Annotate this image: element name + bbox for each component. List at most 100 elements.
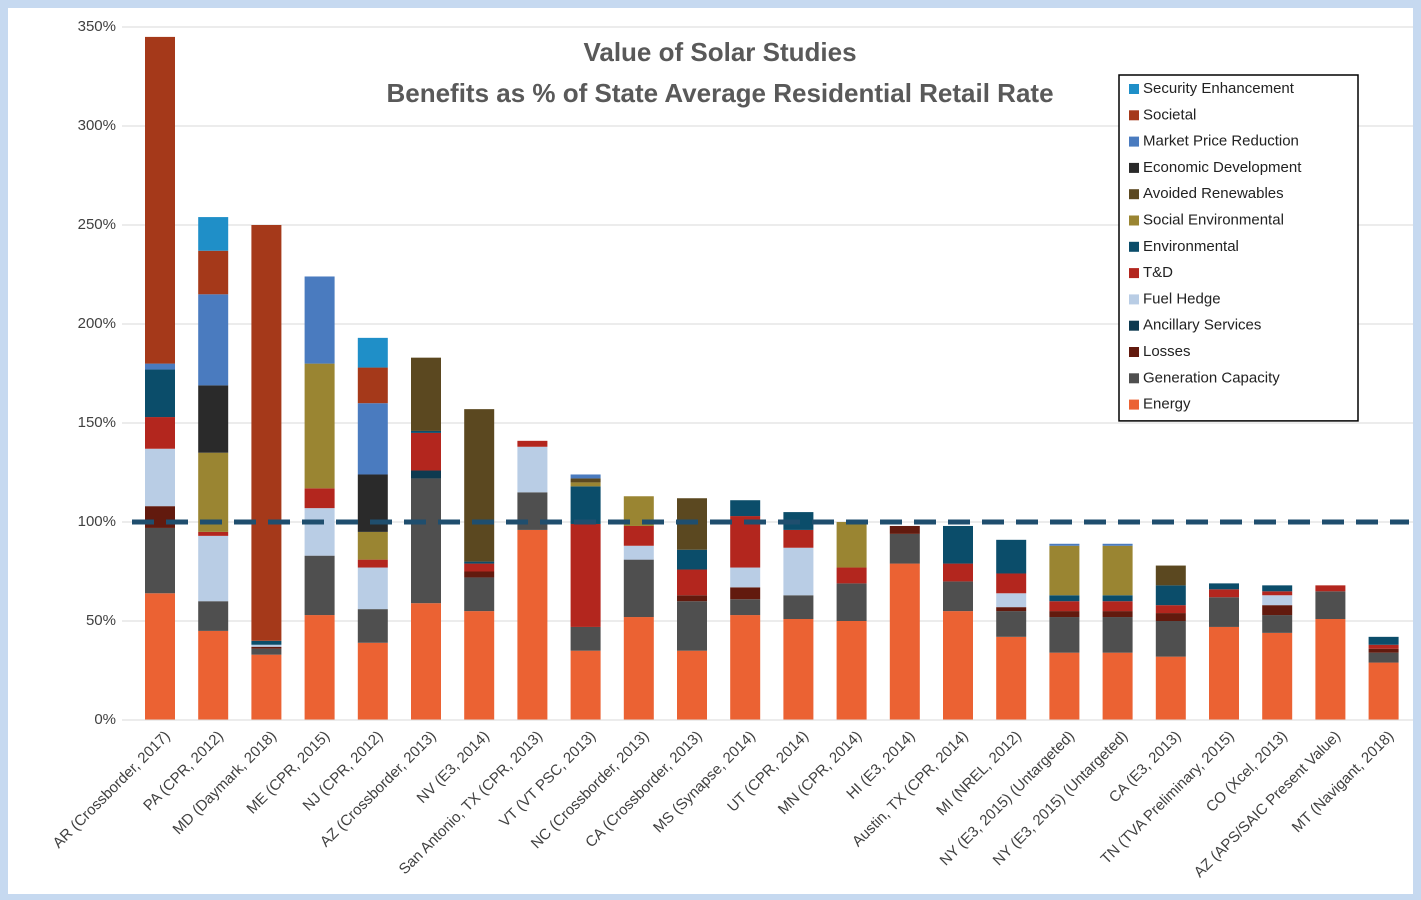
- legend-label: Energy: [1143, 396, 1191, 413]
- bar-segment: [1262, 595, 1293, 606]
- bar-segment: [570, 650, 601, 720]
- bar-segment: [145, 448, 175, 507]
- bar-segment: [411, 357, 441, 431]
- legend-label: Societal: [1143, 106, 1196, 123]
- bar-segment: [570, 626, 601, 651]
- bar-segment: [357, 559, 388, 568]
- bar-segment: [730, 599, 761, 616]
- bar-segment: [464, 577, 495, 612]
- bar-segment: [996, 611, 1027, 637]
- bar-segment: [996, 636, 1027, 720]
- bar-segment: [1262, 591, 1293, 596]
- bar-segment: [677, 549, 707, 570]
- bar-segment: [357, 403, 388, 475]
- bar-segment: [730, 500, 761, 517]
- bar-segment: [570, 474, 601, 479]
- bar-segment: [357, 642, 388, 720]
- bar-segment: [889, 533, 920, 564]
- bar-segment: [464, 611, 495, 720]
- bar-segment: [1209, 626, 1239, 720]
- bar-segment: [1262, 585, 1293, 592]
- bar-segment: [570, 478, 601, 483]
- bar-segment: [943, 525, 973, 564]
- bar-segment: [1049, 617, 1080, 653]
- bar-segment: [251, 640, 282, 645]
- legend-label: Economic Development: [1143, 159, 1302, 176]
- bar-segment: [836, 621, 867, 720]
- bar-segment: [1049, 611, 1080, 618]
- bar-segment: [1155, 605, 1186, 614]
- legend-swatch: [1129, 320, 1139, 331]
- bar-segment: [251, 654, 282, 720]
- bar-segment: [145, 36, 175, 364]
- bar-segment: [198, 385, 229, 453]
- bar-segment: [517, 446, 548, 493]
- bar-segment: [1209, 597, 1239, 627]
- chart-subtitle: Benefits as % of State Average Residenti…: [386, 78, 1053, 108]
- bar-segment: [1102, 617, 1133, 653]
- bar-segment: [1209, 583, 1239, 590]
- bar-segment: [1368, 662, 1399, 720]
- bar-segment: [783, 547, 814, 596]
- bar-segment: [1102, 601, 1133, 612]
- y-tick-label: 250%: [78, 216, 116, 233]
- bar-segment: [1049, 545, 1080, 596]
- bar-segment: [145, 369, 175, 418]
- bar-segment: [889, 563, 920, 720]
- legend-swatch: [1129, 189, 1139, 200]
- bar-segment: [677, 569, 707, 596]
- bar-segment: [304, 488, 335, 509]
- bar-segment: [1368, 648, 1399, 653]
- bar-segment: [357, 609, 388, 643]
- bar-segment: [251, 644, 282, 647]
- bar-segment: [357, 367, 388, 404]
- bar-segment: [357, 531, 388, 560]
- bar-segment: [1262, 605, 1293, 616]
- bar-segment: [1315, 591, 1346, 620]
- bar-segment: [1209, 589, 1239, 598]
- bar-segment: [570, 482, 601, 487]
- legend-swatch: [1129, 268, 1139, 279]
- legend-swatch: [1129, 399, 1139, 410]
- bar-segment: [411, 603, 441, 720]
- bar-segment: [304, 276, 335, 364]
- y-tick-label: 350%: [78, 18, 116, 35]
- bar-segment: [783, 619, 814, 720]
- bar-segment: [1049, 601, 1080, 612]
- legend-swatch: [1129, 347, 1139, 357]
- bar-segment: [198, 217, 229, 251]
- bar-segment: [251, 648, 282, 655]
- chart-title: Value of Solar Studies: [583, 37, 856, 67]
- legend-swatch: [1129, 136, 1139, 147]
- legend-box: [1118, 74, 1359, 422]
- legend-label: Fuel Hedge: [1143, 290, 1221, 307]
- bar-segment: [783, 529, 814, 548]
- legend-label: Avoided Renewables: [1143, 185, 1284, 202]
- bar-segment: [464, 563, 495, 572]
- bar-segment: [943, 581, 973, 612]
- y-tick-label: 150%: [78, 414, 116, 431]
- bar-segment: [517, 529, 548, 720]
- bar-segment: [251, 225, 282, 641]
- bar-segment: [411, 432, 441, 471]
- bar-segment: [198, 601, 229, 631]
- legend-swatch: [1129, 373, 1139, 384]
- y-tick-label: 300%: [78, 117, 116, 134]
- bar-segment: [1315, 585, 1346, 592]
- bar-segment: [1049, 595, 1080, 602]
- bar-segment: [996, 573, 1027, 594]
- bar-segment: [411, 470, 441, 479]
- legend-label: Environmental: [1143, 238, 1239, 255]
- legend-swatch: [1129, 162, 1139, 173]
- legend-label: Market Price Reduction: [1143, 133, 1299, 150]
- legend-label: T&D: [1143, 264, 1173, 281]
- y-tick-label: 100%: [78, 513, 116, 530]
- bar-segment: [1049, 543, 1080, 546]
- bar-segment: [411, 478, 441, 604]
- bar-segment: [304, 555, 335, 616]
- bar-segment: [1262, 632, 1293, 720]
- legend-swatch: [1129, 241, 1139, 252]
- bar-segment: [996, 593, 1027, 608]
- bar-segment: [1102, 652, 1133, 720]
- bar-segment: [464, 571, 495, 578]
